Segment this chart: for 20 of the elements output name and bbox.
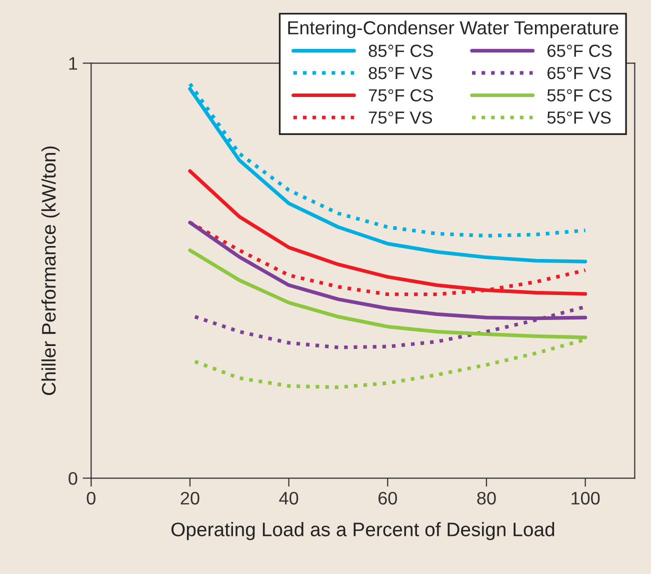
line-series: [188, 169, 588, 296]
line-series: [188, 87, 588, 264]
y-tick-label: 1: [69, 57, 78, 70]
x-tick-label: 0: [86, 492, 96, 505]
x-tick-label: 80: [477, 492, 496, 505]
legend-label: 65°F VS: [548, 66, 611, 80]
x-tick-label: 60: [378, 492, 397, 505]
legend-label: 85°F VS: [368, 66, 432, 80]
x-axis-title: Operating Load as a Percent of Design Load: [171, 522, 554, 540]
legend-label: 85°F CS: [368, 44, 433, 57]
x-tick-label: 40: [279, 492, 298, 505]
legend-title: Entering-Condenser Water Temperature: [288, 20, 618, 38]
x-tick-label: 20: [180, 492, 200, 505]
legend-label: 55°F CS: [547, 89, 612, 102]
legend-label: 75°F CS: [368, 89, 433, 102]
x-tick-label: 100: [572, 492, 600, 505]
legend-label: 65°F CS: [548, 44, 612, 57]
legend-label: 75°F VS: [368, 111, 432, 124]
legend-label: 55°F VS: [547, 111, 611, 124]
y-axis-title: Chiller Performance (kW/ton): [41, 146, 60, 395]
